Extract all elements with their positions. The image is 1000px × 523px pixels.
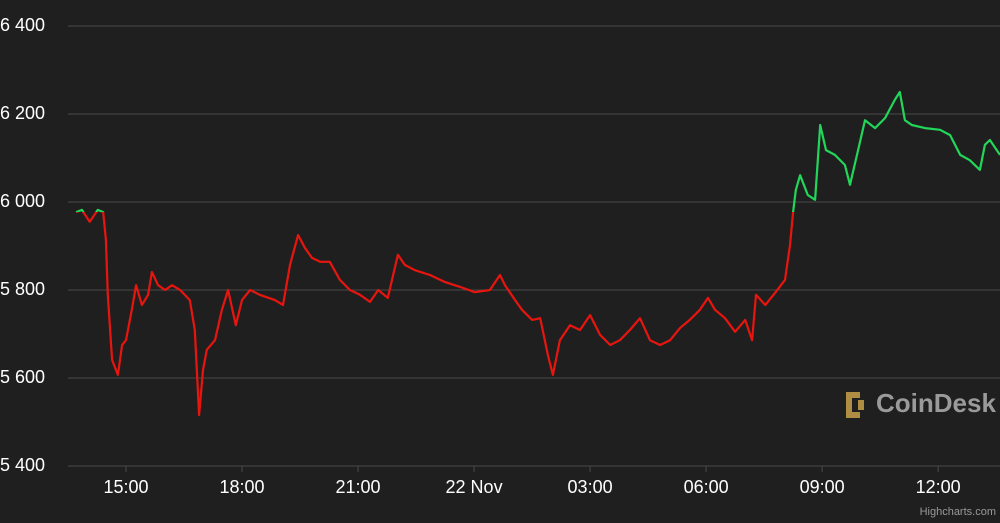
y-tick-label: 5 400: [0, 455, 45, 475]
x-tick-label: 18:00: [220, 477, 265, 497]
y-tick-label: 6 400: [0, 15, 45, 35]
watermark: CoinDesk: [876, 388, 996, 418]
x-tick-label: 06:00: [684, 477, 729, 497]
y-tick-label: 6 200: [0, 103, 45, 123]
x-tick-label: 03:00: [568, 477, 613, 497]
x-tick-label: 21:00: [336, 477, 381, 497]
x-tick-label: 22 Nov: [446, 477, 503, 497]
credits: Highcharts.com: [920, 506, 996, 518]
y-tick-label: 5 800: [0, 279, 45, 299]
y-tick-label: 5 600: [0, 367, 45, 387]
y-tick-label: 6 000: [0, 191, 45, 211]
watermark-logo: [846, 392, 864, 418]
price-line: [75, 90, 1000, 417]
x-tick-label: 15:00: [103, 477, 148, 497]
x-tick-label: 09:00: [800, 477, 845, 497]
x-tick-label: 12:00: [916, 477, 961, 497]
